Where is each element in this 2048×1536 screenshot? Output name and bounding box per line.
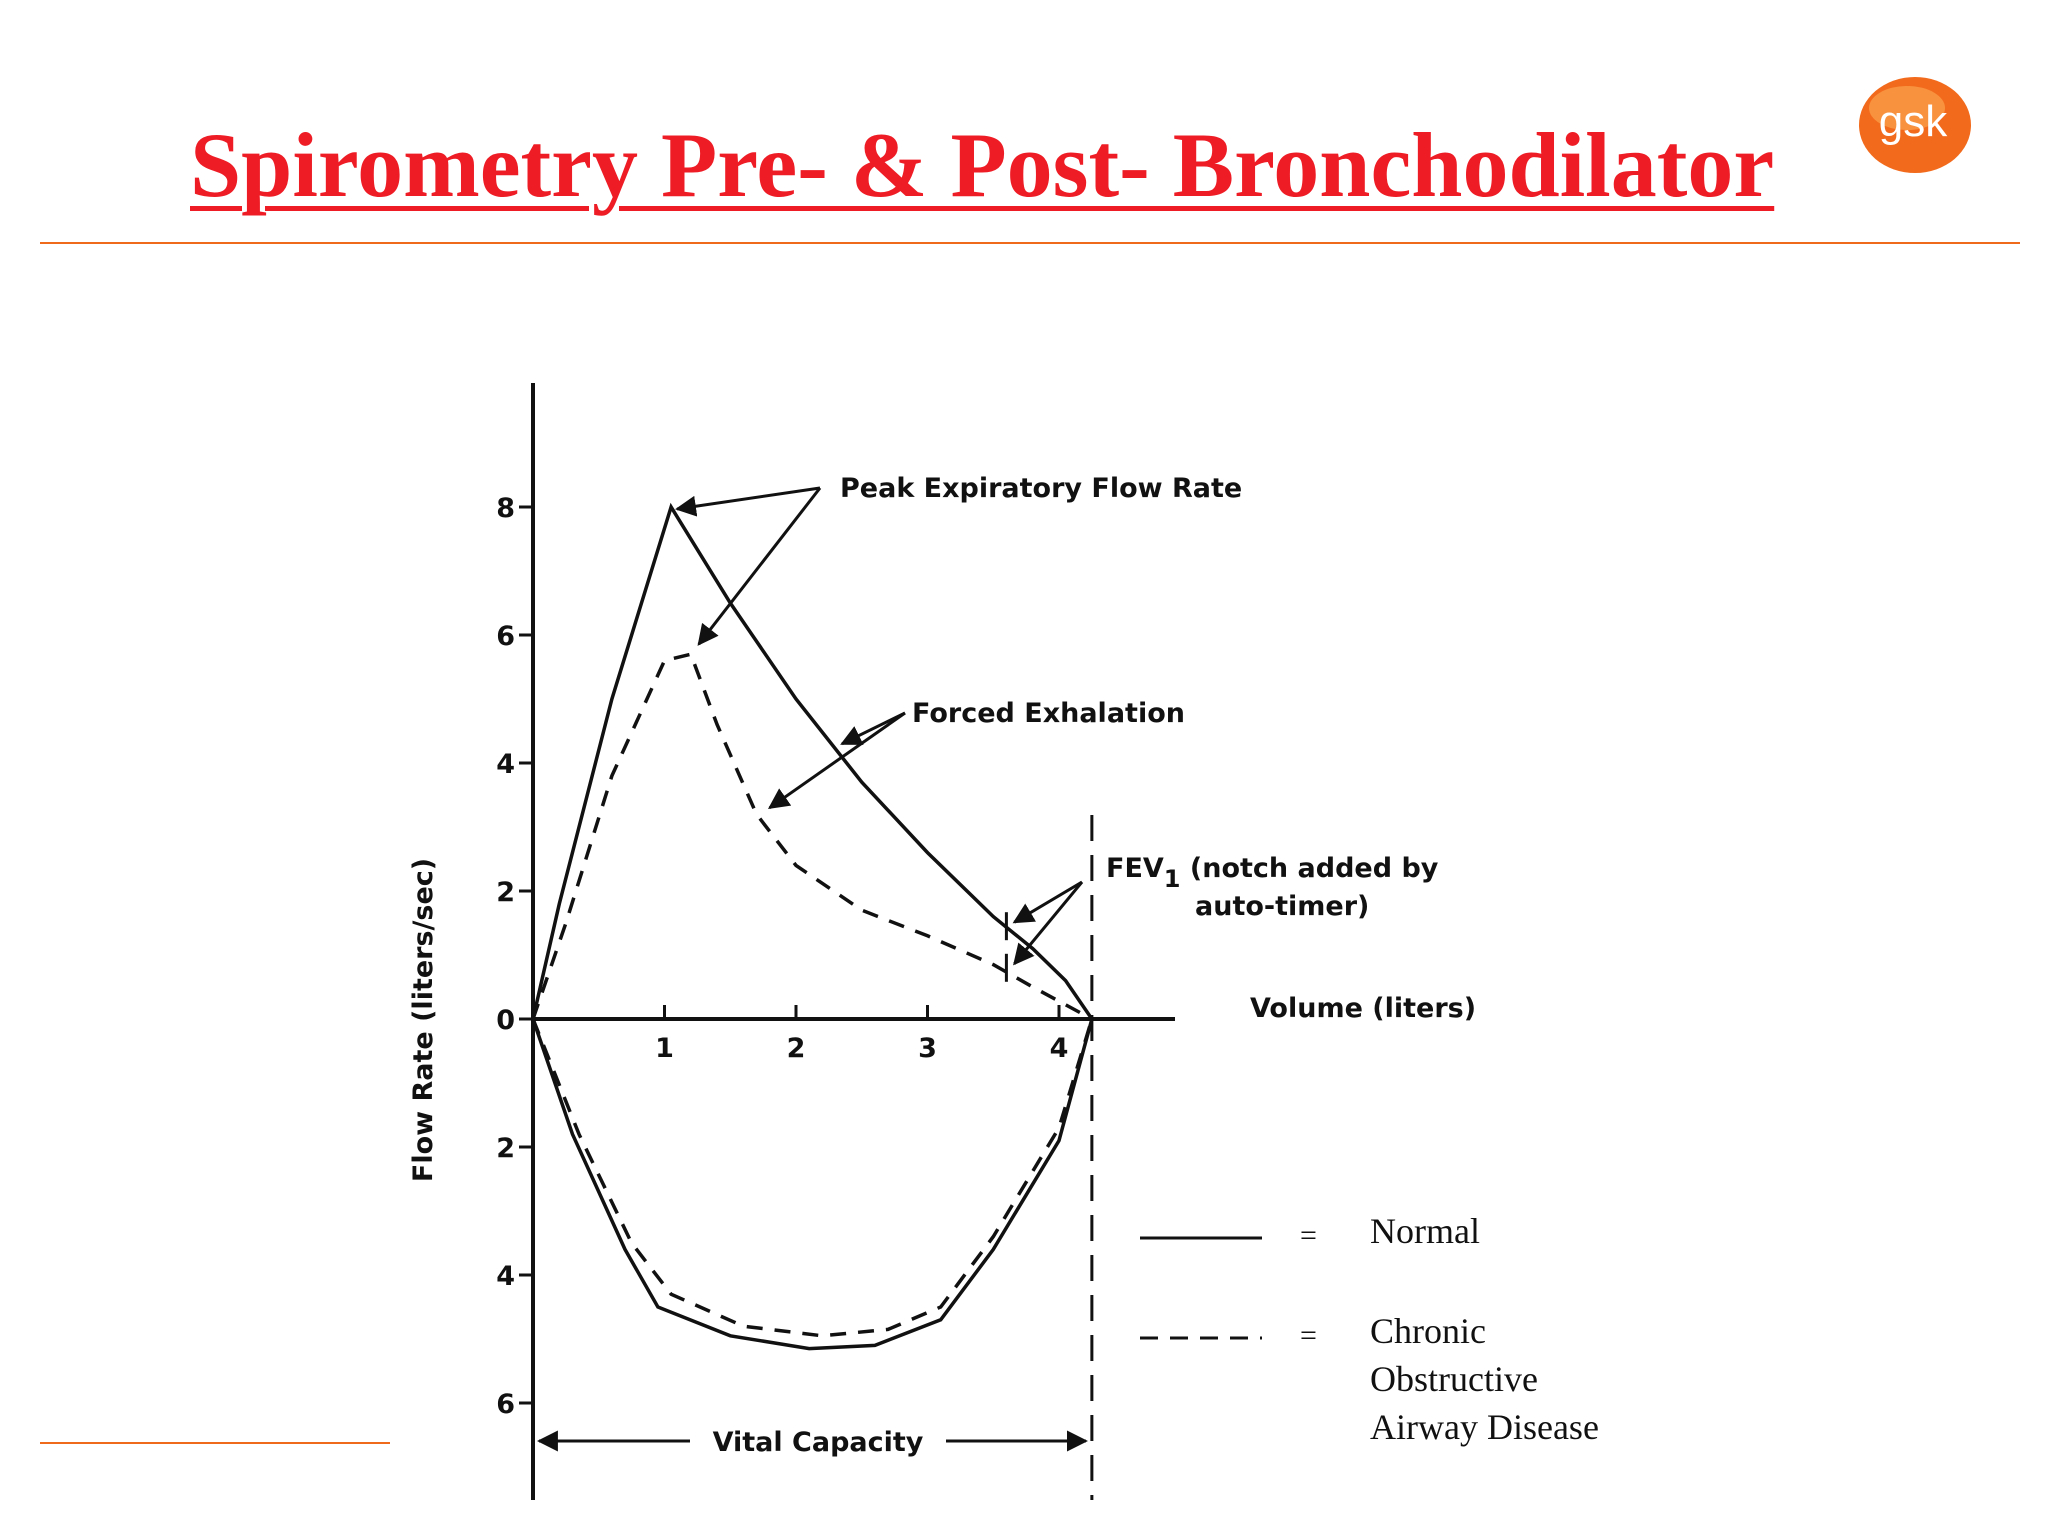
- series-0-expiration-curve: [531, 502, 1094, 1020]
- series-0-inspiration-curve: [531, 1018, 1094, 1351]
- x-tick-label-2: 2: [787, 1033, 806, 1064]
- gsk-logo: gsk: [1859, 77, 1971, 173]
- y-tick-label-2: 2: [496, 877, 515, 908]
- pefr-arrow-normal: [674, 486, 821, 517]
- pefr-arrow-copd: [697, 487, 822, 646]
- x-axis-label: Volume (liters): [1250, 993, 1476, 1024]
- annotation-arrows: [536, 486, 1088, 1452]
- pefr-annotation: Peak Expiratory Flow Rate: [840, 473, 1242, 504]
- axes: [531, 383, 1175, 1500]
- legend-copd-label-line1: Chronic: [1370, 1311, 1486, 1351]
- forced-exhalation-annotation: Forced Exhalation: [912, 698, 1185, 729]
- fev1-annotation: FEV1 (notch added by: [1106, 853, 1439, 893]
- vital-capacity-label: Vital Capacity: [713, 1427, 924, 1458]
- y-tick-label-neg-6: 6: [496, 1389, 515, 1420]
- fev1-annotation-line2: auto-timer): [1195, 891, 1369, 922]
- fev1-note: (notch added by: [1181, 853, 1439, 884]
- legend-copd-equals: =: [1300, 1319, 1317, 1352]
- fev1-subscript: 1: [1164, 865, 1181, 893]
- x-tick-label-4: 4: [1050, 1033, 1069, 1064]
- legend-normal-label: Normal: [1370, 1211, 1480, 1251]
- y-tick-label-4: 4: [496, 749, 515, 780]
- x-tick-label-1: 1: [655, 1033, 674, 1064]
- series-lines: [531, 502, 1094, 1351]
- gsk-logo-highlight: [1869, 86, 1945, 130]
- y-tick-label-6: 6: [496, 621, 515, 652]
- fev1-label: FEV: [1106, 853, 1164, 884]
- forced-exhalation-arrow-normal: [840, 711, 906, 746]
- tick-marks: 0 2 4 6 8 2 4 6 1 2 3 4: [496, 493, 1068, 1420]
- y-tick-label-0: 0: [496, 1005, 515, 1036]
- gsk-logo-text: gsk: [1879, 97, 1948, 146]
- x-tick-label-3: 3: [918, 1033, 937, 1064]
- series-1-expiration-curve: [531, 652, 1093, 1021]
- legend-copd-label-line3: Airway Disease: [1370, 1407, 1599, 1447]
- legend-normal-equals: =: [1300, 1219, 1317, 1252]
- y-tick-label-8: 8: [496, 493, 515, 524]
- legend-copd-label-line2: Obstructive: [1370, 1359, 1538, 1399]
- fev1-arrow-0: [1012, 880, 1083, 924]
- forced-exhalation-arrow-copd: [767, 711, 906, 810]
- y-tick-label-neg-2: 2: [496, 1133, 515, 1164]
- series-1-inspiration-curve: [531, 1018, 1094, 1338]
- fev1-arrow-1: [1013, 881, 1084, 966]
- y-axis-label: Flow Rate (liters/sec): [408, 858, 439, 1182]
- y-tick-label-neg-4: 4: [496, 1261, 515, 1292]
- footer-divider: [40, 1442, 390, 1444]
- slide-title: Spirometry Pre- & Post- Bronchodilator: [190, 114, 1775, 216]
- title-divider: [40, 242, 2020, 244]
